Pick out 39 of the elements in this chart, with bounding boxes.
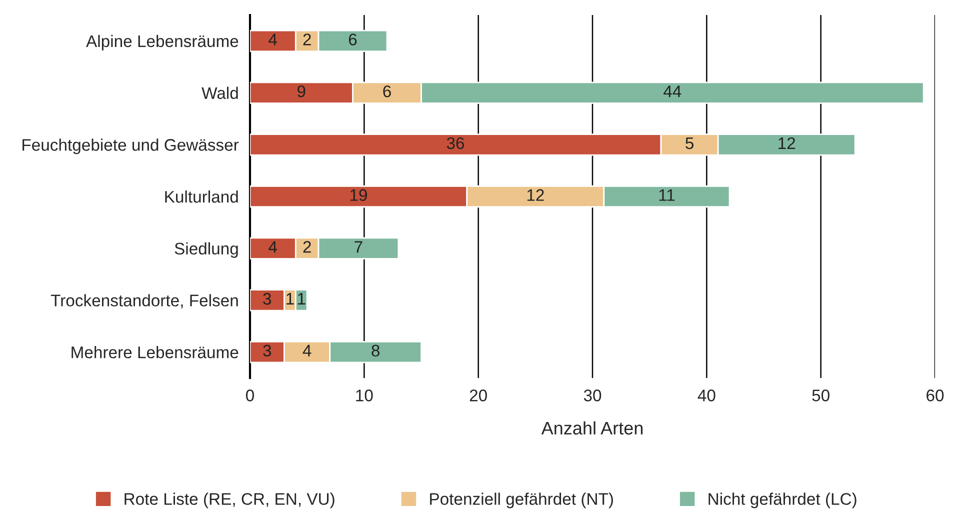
y-tick-label: Alpine Lebensräume xyxy=(86,34,238,50)
y-tick-label: Trockenstandorte, Felsen xyxy=(50,294,238,308)
legend-label: Nicht gefährdet (LC) xyxy=(708,492,856,508)
x-tick-label: 50 xyxy=(812,390,830,402)
data-label: 11 xyxy=(659,189,675,201)
legend-label: Rote Liste (RE, CR, EN, VU) xyxy=(124,492,334,508)
data-label: 3 xyxy=(263,344,272,357)
data-label: 12 xyxy=(527,189,544,201)
data-label: 7 xyxy=(354,241,362,253)
data-label: 44 xyxy=(664,86,682,98)
data-label: 6 xyxy=(383,85,391,98)
y-tick-label: Siedlung xyxy=(174,242,238,258)
x-tick-label: 0 xyxy=(246,390,254,402)
data-label: 2 xyxy=(303,241,311,253)
data-label: 4 xyxy=(268,34,277,46)
data-label: 36 xyxy=(446,137,464,150)
y-tick-label: Kulturland xyxy=(165,190,238,203)
x-tick-label: 10 xyxy=(356,390,373,402)
x-axis-title: Anzahl Arten xyxy=(541,421,643,435)
data-label: 1 xyxy=(298,293,306,305)
data-label: 4 xyxy=(268,241,277,253)
data-label: 5 xyxy=(686,137,694,150)
data-label: 8 xyxy=(372,344,380,357)
y-tick-label: Wald xyxy=(202,86,238,99)
data-label: 6 xyxy=(348,34,357,46)
data-label: 3 xyxy=(263,292,272,305)
y-tick-label: Mehrere Lebensräume xyxy=(72,346,238,358)
x-tick-label: 30 xyxy=(584,390,602,402)
data-label: 12 xyxy=(778,137,796,149)
data-label: 4 xyxy=(302,344,312,356)
y-tick-label: Feuchtgebiete und Gewässer xyxy=(22,138,239,154)
data-label: 1 xyxy=(286,293,294,305)
data-label: 9 xyxy=(298,85,306,98)
x-tick-label: 60 xyxy=(926,390,944,402)
x-tick-label: 20 xyxy=(470,390,487,402)
data-label: 19 xyxy=(350,189,367,201)
legend-label: Potenziell gefährdet (NT) xyxy=(430,492,613,508)
data-label: 2 xyxy=(303,34,311,46)
x-tick-label: 40 xyxy=(698,390,716,402)
